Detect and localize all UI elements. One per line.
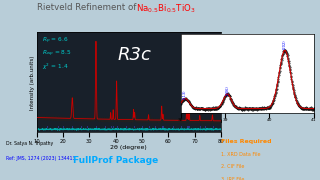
Text: Files Required: Files Required [221,140,271,145]
X-axis label: 2θ (degree): 2θ (degree) [110,145,147,150]
Text: R3c: R3c [118,46,152,64]
Text: $\chi^2$ = 1.4: $\chi^2$ = 1.4 [42,61,69,72]
Text: Na$_{0.5}$Bi$_{0.5}$TiO$_3$: Na$_{0.5}$Bi$_{0.5}$TiO$_3$ [136,3,196,15]
Y-axis label: Intensity (arb.units): Intensity (arb.units) [30,55,36,110]
Text: $R_p$ = 6.6: $R_p$ = 6.6 [42,35,69,46]
Text: (202): (202) [283,39,287,49]
Text: Dr. Satya N. Tripathy: Dr. Satya N. Tripathy [6,141,54,146]
Text: 3. IRF File: 3. IRF File [221,177,244,180]
Text: $R_{wp}$ = 8.5: $R_{wp}$ = 8.5 [42,48,72,58]
Text: 2. CIF File: 2. CIF File [221,164,244,169]
Text: Rietveld Refinement of: Rietveld Refinement of [37,3,139,12]
Text: FullProf Package: FullProf Package [73,156,158,165]
Text: (006): (006) [225,85,229,95]
Text: 1. XRD Data File: 1. XRD Data File [221,152,260,157]
Text: (113): (113) [183,90,187,99]
Text: Ref: JMS, 1274 (2023) 134413: Ref: JMS, 1274 (2023) 134413 [6,156,76,161]
